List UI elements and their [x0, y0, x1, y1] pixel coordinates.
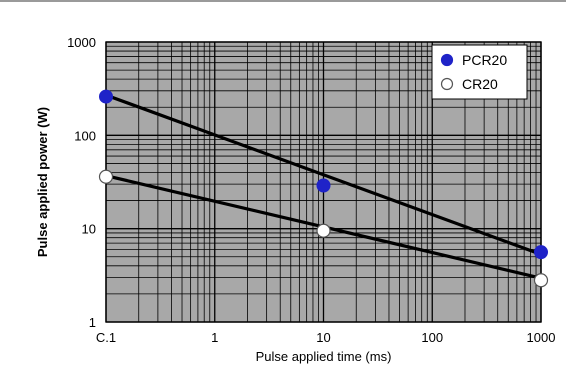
- y-tick-label: 1000: [67, 35, 96, 50]
- point-pcr20: [99, 89, 113, 104]
- trendline-pcr20: [104, 93, 543, 257]
- x-tick-label: 100: [421, 330, 443, 345]
- point-cr20: [98, 169, 114, 184]
- x-tick-labels: C.1 1 10 100 1000: [96, 330, 556, 345]
- x-tick-label: 1: [211, 330, 218, 345]
- y-axis-title: Pulse applied power (W): [35, 107, 50, 257]
- y-tick-labels: 1 10 100 1000: [67, 35, 96, 330]
- data-points: [98, 89, 549, 288]
- legend: PCR20 CR20: [431, 44, 528, 100]
- y-tick-label: 100: [74, 128, 96, 143]
- point-pcr20: [316, 178, 331, 193]
- y-tick-label: 1: [89, 315, 96, 330]
- legend-marker-cr20: [440, 77, 454, 91]
- top-divider: [0, 0, 566, 2]
- legend-marker-pcr20: [440, 53, 454, 67]
- x-tick-label: C.1: [96, 330, 116, 345]
- legend-label-pcr20: PCR20: [462, 52, 507, 68]
- legend-label-cr20: CR20: [462, 76, 498, 92]
- y-tick-label: 10: [82, 222, 96, 237]
- x-tick-label: 10: [316, 330, 330, 345]
- x-axis-title: Pulse applied time (ms): [256, 349, 392, 364]
- point-cr20: [533, 273, 549, 288]
- x-tick-label: 1000: [527, 330, 556, 345]
- point-cr20: [316, 223, 331, 238]
- point-pcr20: [534, 245, 548, 260]
